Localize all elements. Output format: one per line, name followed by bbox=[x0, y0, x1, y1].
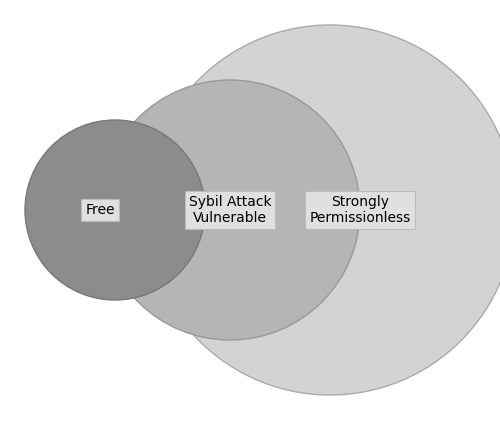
Circle shape bbox=[145, 25, 500, 395]
Text: Sybil Attack
Vulnerable: Sybil Attack Vulnerable bbox=[188, 195, 272, 225]
Circle shape bbox=[25, 120, 205, 300]
Circle shape bbox=[100, 80, 360, 340]
Text: Free: Free bbox=[85, 203, 115, 217]
Text: Strongly
Permissionless: Strongly Permissionless bbox=[310, 195, 410, 225]
